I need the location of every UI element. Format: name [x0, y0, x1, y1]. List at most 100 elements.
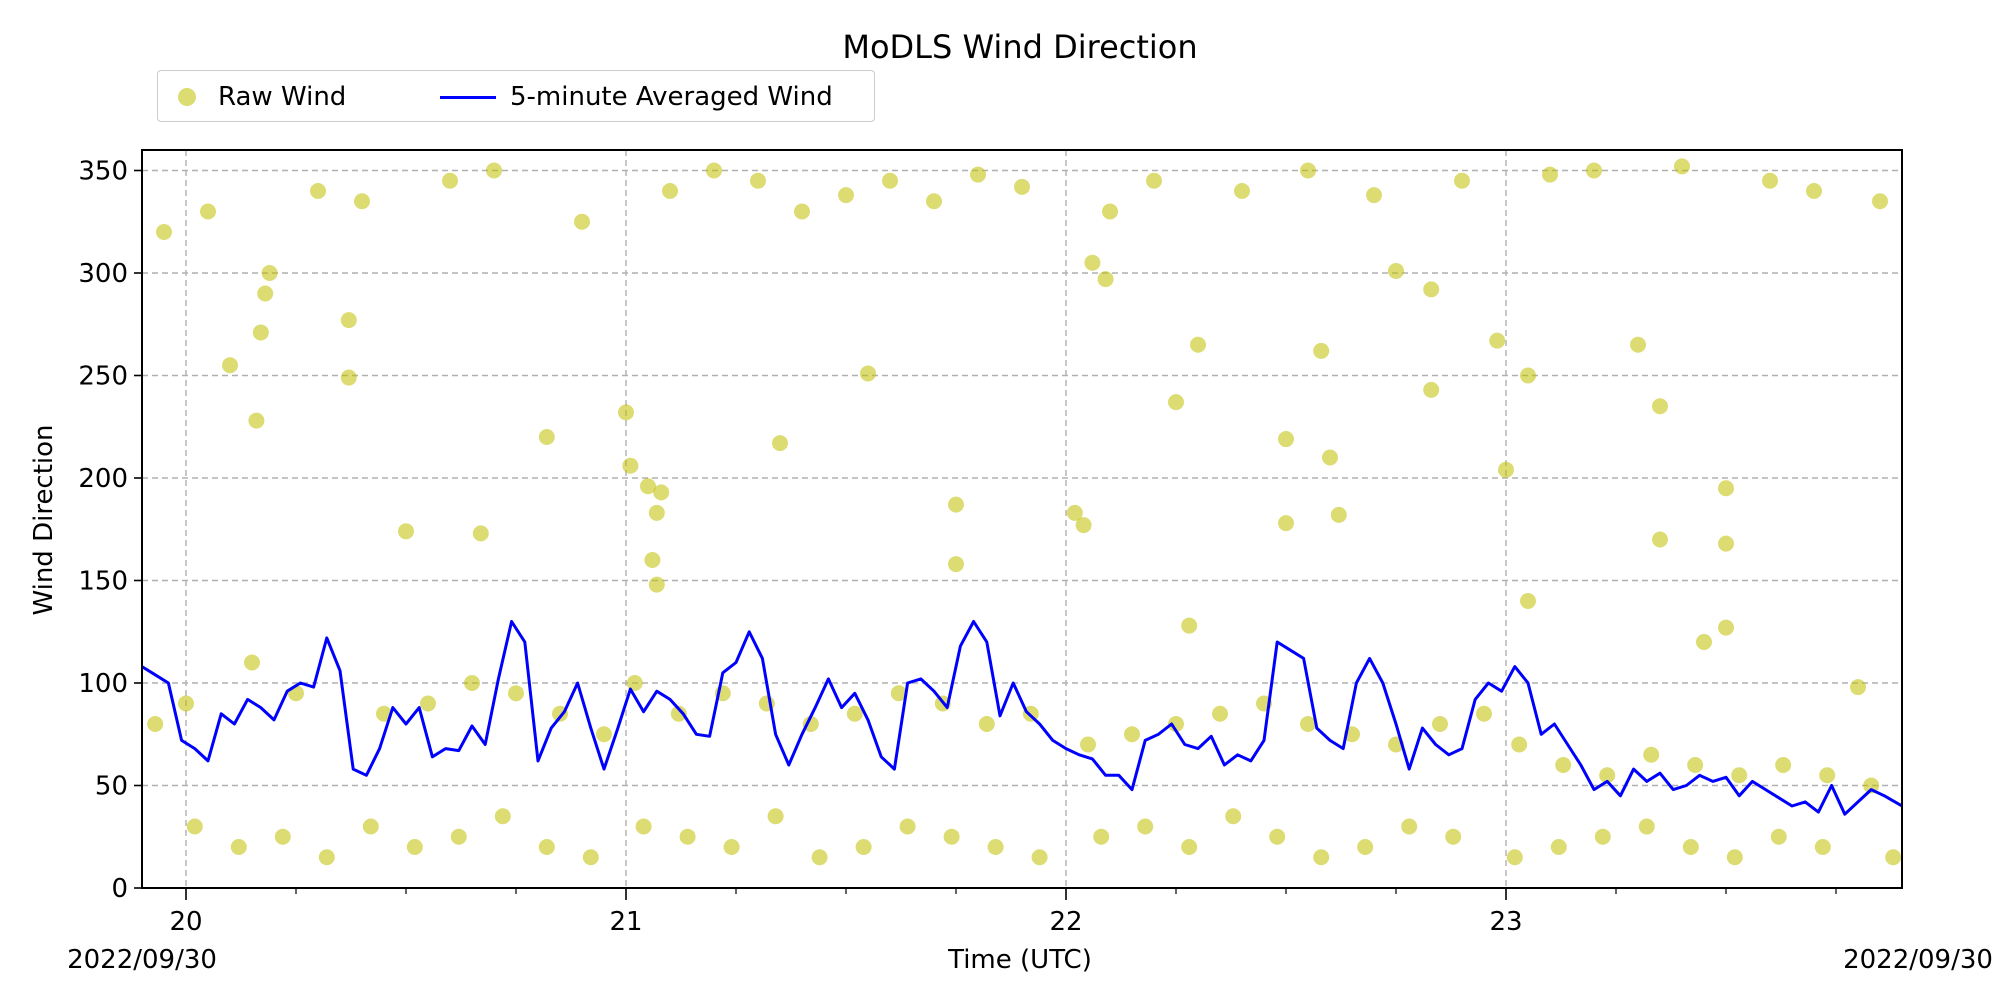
raw-wind-point: [1718, 619, 1734, 636]
raw-wind-point: [948, 556, 964, 573]
raw-wind-point: [706, 162, 722, 179]
averaged-wind-line: [142, 620, 1902, 816]
raw-wind-point: [178, 695, 194, 712]
raw-wind-point: [679, 828, 696, 845]
raw-wind-point: [1630, 336, 1646, 353]
raw-wind-point: [257, 285, 274, 302]
raw-wind-point: [635, 818, 652, 835]
raw-wind-point: [582, 849, 599, 866]
raw-wind-point: [948, 496, 964, 513]
raw-wind-point: [442, 172, 458, 189]
raw-wind-point: [1638, 818, 1655, 835]
raw-wind-point: [1476, 705, 1492, 722]
raw-wind-point: [1357, 839, 1374, 855]
raw-wind-point: [1652, 531, 1668, 548]
raw-wind-point: [244, 654, 260, 671]
raw-wind-point: [846, 705, 863, 722]
chart-title: MoDLS Wind Direction: [842, 28, 1197, 66]
raw-wind-point: [750, 172, 766, 189]
raw-wind-point: [1731, 767, 1748, 784]
raw-wind-point: [1124, 726, 1140, 743]
raw-wind-point: [1498, 461, 1514, 478]
raw-wind-point: [640, 478, 656, 495]
raw-wind-point: [1330, 506, 1347, 523]
raw-wind-point: [1682, 839, 1699, 855]
raw-wind-point: [538, 839, 555, 855]
date-label-left: 2022/09/30: [67, 945, 217, 975]
raw-wind-point: [855, 839, 872, 855]
y-tick-label: 200: [78, 464, 128, 494]
raw-wind-point: [1322, 449, 1338, 466]
raw-wind-point: [653, 484, 670, 501]
y-tick-label: 250: [78, 362, 128, 392]
raw-wind-point: [1168, 394, 1184, 411]
raw-wind-point: [1080, 736, 1096, 753]
x-tick-label: 21: [609, 907, 642, 937]
x-tick-label: 22: [1049, 907, 1082, 937]
raw-wind-point: [1212, 705, 1228, 722]
raw-wind-point: [662, 183, 678, 199]
raw-wind-point: [943, 828, 960, 845]
legend-item-averaged-wind: 5-minute Averaged Wind: [440, 71, 833, 123]
raw-wind-point: [772, 435, 788, 452]
raw-wind-point: [1542, 166, 1558, 183]
raw-wind-point: [450, 828, 467, 845]
y-tick-label: 50: [95, 772, 128, 802]
legend-label-averaged-wind: 5-minute Averaged Wind: [510, 82, 833, 112]
y-tick-label: 300: [78, 259, 128, 289]
raw-wind-point: [723, 839, 740, 855]
raw-wind-point: [340, 369, 357, 386]
raw-wind-point: [1814, 839, 1831, 855]
raw-wind-point: [802, 716, 819, 732]
raw-wind-point: [1225, 808, 1242, 825]
raw-wind-point: [1102, 203, 1118, 220]
raw-wind-point: [1014, 178, 1030, 195]
raw-wind-point: [1718, 535, 1734, 552]
raw-wind-point: [274, 828, 291, 845]
plot-area: [142, 150, 1902, 888]
raw-wind-point: [1181, 617, 1198, 634]
raw-wind-point: [354, 193, 370, 210]
raw-wind-point: [186, 818, 203, 835]
raw-wind-point: [644, 552, 661, 568]
y-axis-label: Wind Direction: [29, 424, 59, 615]
raw-wind-point: [1511, 736, 1528, 753]
y-tick-label: 150: [78, 567, 128, 597]
raw-wind-point: [1269, 828, 1286, 845]
raw-wind-point: [1599, 767, 1616, 784]
raw-wind-point: [1687, 757, 1704, 773]
raw-wind-point: [767, 808, 784, 825]
raw-wind-point: [1489, 332, 1506, 349]
raw-wind-point: [1366, 187, 1382, 204]
raw-wind-point: [987, 839, 1004, 855]
raw-wind-point: [398, 523, 414, 540]
raw-wind-point: [899, 818, 916, 835]
raw-wind-point: [1652, 398, 1668, 415]
raw-wind-point: [1819, 767, 1836, 784]
raw-wind-point: [362, 818, 379, 835]
raw-wind-point: [1775, 757, 1792, 773]
raw-wind-point: [1770, 828, 1787, 845]
raw-wind-point: [1718, 480, 1734, 497]
raw-wind-point: [882, 172, 898, 189]
raw-wind-point: [1850, 679, 1866, 696]
raw-wind-point: [1432, 716, 1448, 732]
raw-wind-point: [860, 365, 876, 382]
raw-wind-point: [626, 675, 643, 691]
raw-wind-point: [1313, 342, 1330, 359]
date-label-right: 2022/09/30: [1843, 945, 1993, 975]
raw-wind-point: [1586, 162, 1602, 179]
raw-wind-marker: [178, 88, 196, 106]
data-layer: [142, 158, 1902, 866]
raw-wind-point: [978, 716, 995, 732]
legend-label-raw-wind: Raw Wind: [218, 82, 347, 112]
raw-wind-point: [1084, 254, 1101, 271]
raw-wind-point: [926, 193, 942, 210]
raw-wind-point: [248, 412, 265, 429]
raw-wind-point: [1594, 828, 1611, 845]
y-tick-label: 0: [111, 874, 128, 904]
raw-wind-point: [1423, 381, 1440, 398]
raw-wind-point: [574, 213, 590, 230]
raw-wind-point: [538, 429, 555, 445]
raw-wind-point: [838, 187, 854, 204]
